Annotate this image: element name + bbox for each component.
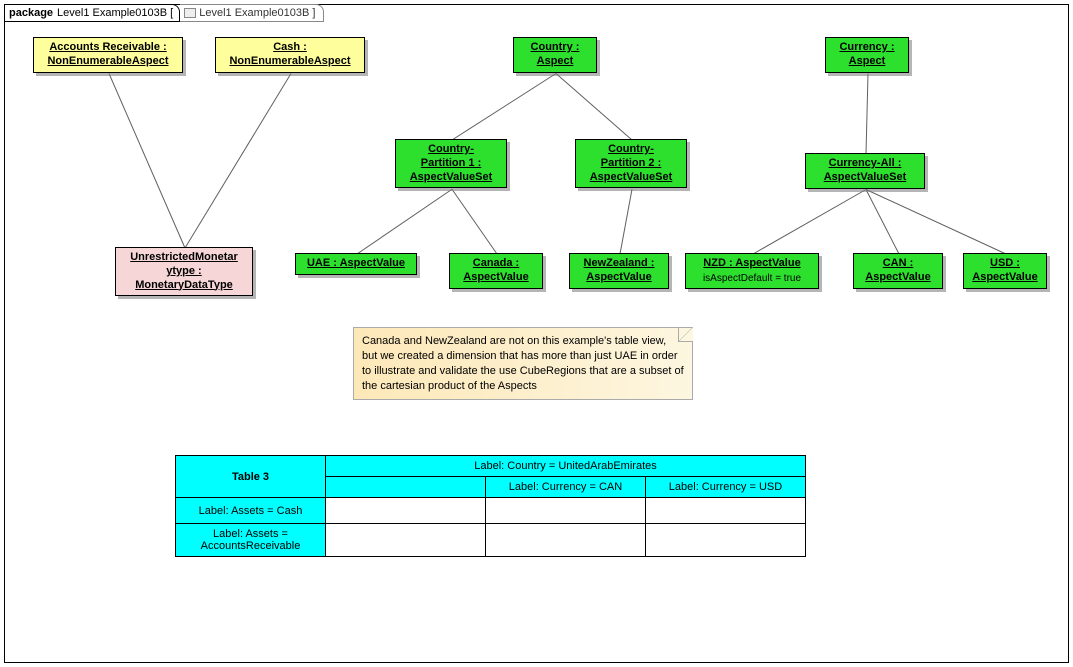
package-tab: package Level1 Example0103B [ — [4, 4, 180, 22]
edge — [866, 74, 868, 155]
edge — [452, 189, 497, 254]
edge — [185, 74, 291, 249]
row-label-cash: Label: Assets = Cash — [176, 498, 326, 524]
node-currency_all: Currency-All :AspectValueSet — [805, 153, 925, 189]
package-bracket-close: ] — [312, 7, 315, 19]
node-title: Accounts Receivable : — [40, 41, 176, 55]
node-canada: Canada :AspectValue — [449, 253, 543, 289]
cell — [646, 524, 806, 557]
node-title: UnrestrictedMonetar — [122, 251, 246, 265]
edge — [620, 189, 632, 254]
node-subtitle: Partition 2 : — [582, 157, 680, 171]
node-subtitle: Partition 1 : — [402, 157, 500, 171]
node-subtitle: AspectValue — [860, 271, 936, 285]
node-title: Country : — [520, 41, 590, 55]
node-subtitle: AspectValueSet — [812, 171, 918, 185]
node-title: USD : — [970, 257, 1040, 271]
row-label-ar: Label: Assets =AccountsReceivable — [176, 524, 326, 557]
secondary-tab: Level1 Example0103B ] — [180, 4, 324, 22]
node-title: Country- — [582, 143, 680, 157]
node-subtitle: NonEnumerableAspect — [222, 55, 358, 69]
node-title: UAE : AspectValue — [302, 257, 410, 271]
header-country: Label: Country = UnitedArabEmirates — [326, 456, 806, 477]
package-bracket-open: [ — [167, 7, 173, 19]
node-title: Currency-All : — [812, 157, 918, 171]
edge — [866, 190, 899, 255]
package-keyword: package — [9, 7, 53, 19]
node-subtitle: AspectValue — [456, 271, 536, 285]
edge — [556, 74, 632, 141]
edge — [357, 189, 452, 254]
cell — [486, 498, 646, 524]
node-subtitle2: AspectValueSet — [402, 171, 500, 185]
node-country_p2: Country-Partition 2 :AspectValueSet — [575, 139, 687, 188]
node-subtitle: ytype : — [122, 265, 246, 279]
node-title: NewZealand : — [576, 257, 662, 271]
edge — [866, 190, 1006, 255]
edge — [753, 190, 866, 255]
node-country_p1: Country-Partition 1 :AspectValueSet — [395, 139, 507, 188]
package-title: Level1 Example0103B — [57, 7, 167, 19]
edge — [452, 74, 556, 141]
node-title: Currency : — [832, 41, 902, 55]
node-can: CAN :AspectValue — [853, 253, 943, 289]
node-subtitle: AspectValue — [576, 271, 662, 285]
node-subtitle2: MonetaryDataType — [122, 279, 246, 293]
table-title: Table 3 — [176, 456, 326, 498]
node-country: Country :Aspect — [513, 37, 597, 73]
node-title: Canada : — [456, 257, 536, 271]
header-empty — [326, 477, 486, 498]
diagram-canvas: Accounts Receivable :NonEnumerableAspect… — [5, 5, 1068, 662]
node-currency: Currency :Aspect — [825, 37, 909, 73]
node-title: CAN : — [860, 257, 936, 271]
package-icon — [184, 8, 196, 18]
node-subtitle: NonEnumerableAspect — [40, 55, 176, 69]
note-comment: Canada and NewZealand are not on this ex… — [353, 327, 693, 400]
node-subtitle: AspectValue — [970, 271, 1040, 285]
tab-bar: package Level1 Example0103B [ Level1 Exa… — [4, 4, 324, 22]
cell — [486, 524, 646, 557]
node-subtitle: Aspect — [520, 55, 590, 69]
secondary-tab-label: Level1 Example0103B — [199, 7, 309, 19]
node-attribute: isAspectDefault = true — [692, 273, 812, 286]
node-newzealand: NewZealand :AspectValue — [569, 253, 669, 289]
header-curr-usd: Label: Currency = USD — [646, 477, 806, 498]
node-usd: USD :AspectValue — [963, 253, 1047, 289]
node-unrestricted: UnrestrictedMonetarytype :MonetaryDataTy… — [115, 247, 253, 296]
cell — [326, 498, 486, 524]
node-accounts_receivable: Accounts Receivable :NonEnumerableAspect — [33, 37, 183, 73]
node-cash: Cash :NonEnumerableAspect — [215, 37, 365, 73]
edge — [109, 74, 185, 249]
node-title: NZD : AspectValue — [692, 257, 812, 271]
node-uae: UAE : AspectValue — [295, 253, 417, 275]
diagram-frame: package Level1 Example0103B [ Level1 Exa… — [4, 4, 1069, 663]
header-curr-can: Label: Currency = CAN — [486, 477, 646, 498]
node-title: Cash : — [222, 41, 358, 55]
data-table: Table 3Label: Country = UnitedArabEmirat… — [175, 455, 806, 557]
cell — [326, 524, 486, 557]
node-title: Country- — [402, 143, 500, 157]
node-nzd: NZD : AspectValue isAspectDefault = true — [685, 253, 819, 289]
node-subtitle2: AspectValueSet — [582, 171, 680, 185]
node-subtitle: Aspect — [832, 55, 902, 69]
cell — [646, 498, 806, 524]
